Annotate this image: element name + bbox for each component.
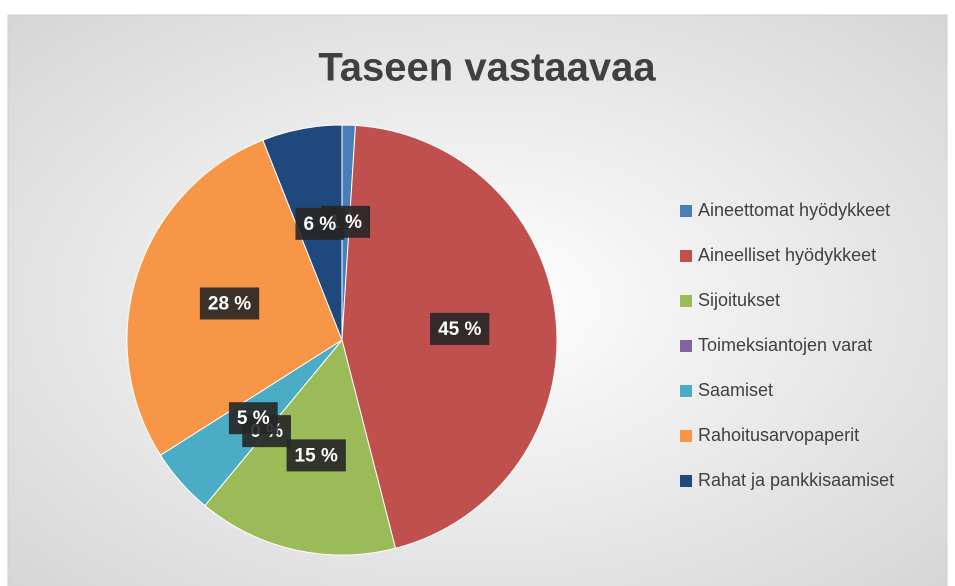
legend-label: Toimeksiantojen varat: [698, 335, 872, 355]
data-label-text: 45 %: [438, 319, 481, 340]
legend-label: Aineettomat hyödykkeet: [698, 200, 890, 220]
data-label-box: [228, 402, 278, 435]
data-label: 28 %: [199, 287, 260, 320]
legend-label: Saamiset: [698, 380, 773, 400]
data-label-text: 5 %: [237, 408, 270, 429]
legend-label: Rahoitusarvopaperit: [698, 425, 859, 445]
data-label-box: [199, 287, 260, 320]
legend-swatch: [680, 385, 692, 397]
legend-swatch: [680, 340, 692, 352]
data-label-box: [430, 312, 490, 345]
data-label: 6 %: [295, 207, 345, 240]
data-label-text: 15 %: [295, 445, 338, 466]
legend-swatch: [680, 295, 692, 307]
data-label: 15 %: [286, 439, 346, 472]
data-label-text: 6 %: [303, 214, 336, 235]
legend-label: Aineelliset hyödykkeet: [698, 245, 876, 265]
legend-label: Sijoitukset: [698, 290, 780, 310]
data-label-text: 28 %: [208, 293, 251, 314]
legend-swatch: [680, 430, 692, 442]
data-label: 45 %: [430, 312, 490, 345]
data-label: 5 %: [228, 402, 278, 435]
legend-swatch: [680, 250, 692, 262]
data-label-box: [286, 439, 346, 472]
data-label-box: [295, 207, 345, 240]
chart-title: Taseen vastaavaa: [318, 46, 656, 90]
legend-label: Rahat ja pankkisaamiset: [698, 470, 894, 490]
legend-swatch: [680, 475, 692, 487]
legend-swatch: [680, 205, 692, 217]
